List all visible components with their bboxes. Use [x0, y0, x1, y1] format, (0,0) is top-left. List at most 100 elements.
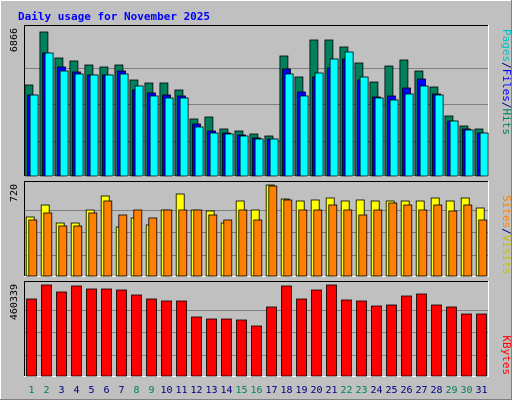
- bar-sites-day-22: [343, 209, 353, 277]
- bar-kbytes-day-5: [86, 288, 97, 377]
- day-label-16: 16: [250, 385, 262, 396]
- bar-sites-day-31: [478, 219, 488, 277]
- bar-sites-day-19: [298, 209, 308, 277]
- bar-sites-day-12: [193, 209, 203, 277]
- panel-requests: 6866 Pages/Files/Hits: [9, 25, 512, 177]
- legend-files: Files: [500, 69, 512, 102]
- bar-kbytes-day-21: [326, 284, 337, 377]
- bar-sites-day-13: [208, 214, 218, 277]
- bar-pages-day-28: [434, 94, 444, 177]
- day-label-28: 28: [430, 385, 442, 396]
- bar-pages-day-14: [224, 133, 234, 177]
- bar-pages-day-30: [464, 129, 474, 177]
- legend-separator: /: [500, 62, 512, 69]
- bar-kbytes-day-19: [296, 298, 307, 377]
- bar-pages-day-9: [149, 95, 159, 177]
- day-label-4: 4: [73, 385, 79, 396]
- day-label-10: 10: [160, 385, 172, 396]
- bar-pages-day-20: [314, 72, 324, 177]
- bar-pages-day-25: [389, 99, 399, 177]
- chart-panels: 6866 Pages/Files/Hits720Sites/Visits46033…: [9, 25, 512, 377]
- day-label-22: 22: [340, 385, 352, 396]
- bar-sites-day-6: [103, 200, 113, 277]
- bar-kbytes-day-20: [311, 289, 322, 377]
- panel-requests-max-label: 6866: [9, 28, 20, 52]
- bar-pages-day-18: [284, 73, 294, 177]
- bar-sites-day-3: [58, 225, 68, 277]
- day-label-19: 19: [295, 385, 307, 396]
- legend-kbytes: KBytes: [500, 335, 512, 375]
- day-label-8: 8: [133, 385, 139, 396]
- bar-kbytes-day-24: [371, 305, 382, 377]
- bar-sites-day-30: [463, 204, 473, 277]
- bar-sites-day-10: [163, 209, 173, 277]
- bar-pages-day-11: [179, 97, 189, 177]
- bar-sites-day-16: [253, 219, 263, 277]
- legend-separator: /: [500, 228, 512, 235]
- bar-sites-day-25: [388, 202, 398, 277]
- day-label-23: 23: [355, 385, 367, 396]
- bar-kbytes-day-27: [416, 293, 427, 377]
- day-label-25: 25: [385, 385, 397, 396]
- day-label-3: 3: [58, 385, 64, 396]
- bar-kbytes-day-7: [116, 289, 127, 377]
- bar-pages-day-26: [404, 93, 414, 177]
- bar-pages-day-3: [59, 70, 69, 177]
- bar-sites-day-28: [433, 204, 443, 277]
- bar-kbytes-day-15: [236, 319, 247, 377]
- bar-pages-day-4: [74, 73, 84, 177]
- bar-sites-day-4: [73, 225, 83, 277]
- bar-sites-day-5: [88, 212, 98, 277]
- bar-sites-day-24: [373, 209, 383, 277]
- legend-pages: Pages: [500, 29, 512, 62]
- day-label-15: 15: [235, 385, 247, 396]
- bar-sites-day-29: [448, 210, 458, 277]
- bar-kbytes-day-8: [131, 294, 142, 377]
- day-label-31: 31: [475, 385, 487, 396]
- bar-sites-day-14: [223, 219, 233, 277]
- bar-kbytes-day-9: [146, 298, 157, 377]
- bar-pages-day-19: [299, 95, 309, 177]
- bar-kbytes-day-29: [446, 306, 457, 377]
- bar-sites-day-17: [268, 185, 278, 277]
- bar-pages-day-8: [134, 85, 144, 177]
- bar-kbytes-day-30: [461, 313, 472, 377]
- bar-pages-day-23: [359, 76, 369, 177]
- panel-kbytes-legend: KBytes: [500, 335, 512, 375]
- bar-kbytes-day-26: [401, 295, 412, 377]
- bar-sites-day-9: [148, 217, 158, 277]
- panel-visits-max-label: 720: [9, 184, 20, 202]
- bar-kbytes-day-6: [101, 288, 112, 377]
- bar-kbytes-day-2: [41, 284, 52, 377]
- day-label-26: 26: [400, 385, 412, 396]
- bar-kbytes-day-10: [161, 300, 172, 377]
- day-label-17: 17: [265, 385, 277, 396]
- legend-separator: /: [500, 102, 512, 109]
- bar-pages-day-31: [479, 132, 489, 177]
- bar-pages-day-29: [449, 120, 459, 177]
- bar-pages-day-13: [209, 132, 219, 177]
- day-label-27: 27: [415, 385, 427, 396]
- bar-pages-day-17: [269, 138, 279, 177]
- panel-requests-legend: Pages/Files/Hits: [500, 29, 512, 135]
- bar-sites-day-20: [313, 209, 323, 277]
- bar-pages-day-22: [344, 51, 354, 177]
- bar-sites-day-18: [283, 199, 293, 277]
- bar-kbytes-day-17: [266, 306, 277, 377]
- day-label-21: 21: [325, 385, 337, 396]
- day-label-11: 11: [175, 385, 187, 396]
- legend-visits: Visits: [500, 235, 512, 275]
- bar-pages-day-27: [419, 85, 429, 177]
- bar-kbytes-day-16: [251, 325, 262, 377]
- bar-kbytes-day-28: [431, 304, 442, 377]
- bar-pages-day-1: [29, 94, 39, 177]
- bar-sites-day-23: [358, 214, 368, 277]
- day-label-18: 18: [280, 385, 292, 396]
- bar-pages-day-12: [194, 126, 204, 177]
- day-label-12: 12: [190, 385, 202, 396]
- bar-kbytes-day-25: [386, 304, 397, 377]
- panel-visits-legend: Sites/Visits: [500, 195, 512, 275]
- bar-pages-day-6: [104, 74, 114, 177]
- bar-sites-day-21: [328, 204, 338, 277]
